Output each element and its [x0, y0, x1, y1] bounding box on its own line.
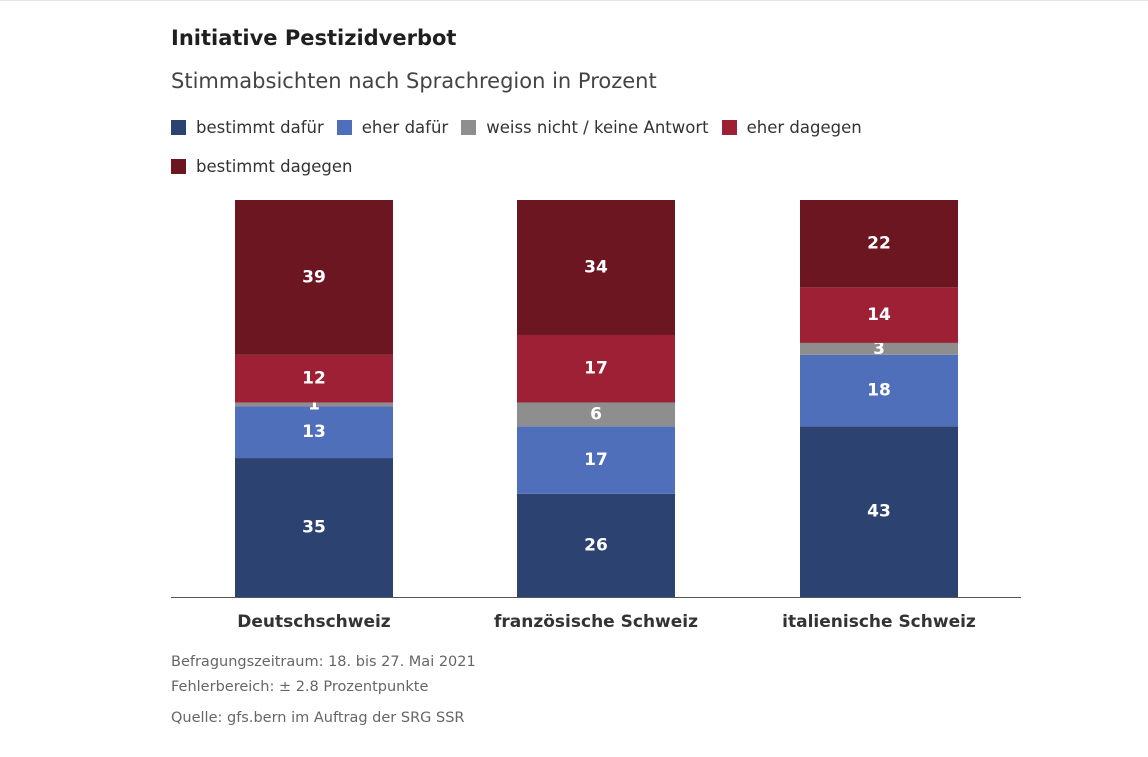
- legend-swatch: [171, 159, 186, 174]
- bar-segment: [800, 287, 958, 343]
- bar-segment: [517, 426, 675, 494]
- bar-segment: [517, 493, 675, 597]
- legend-label: eher dagegen: [746, 118, 862, 137]
- top-divider: [0, 0, 1148, 1]
- bar-segment: [800, 354, 958, 427]
- legend-swatch: [721, 120, 737, 135]
- data-label: 39: [302, 267, 326, 287]
- bar-segment: [517, 402, 675, 427]
- data-label: 34: [584, 257, 608, 277]
- footer-period: Befragungszeitraum: 18. bis 27. Mai 2021: [171, 654, 476, 670]
- data-label: 1: [308, 394, 320, 414]
- bar-segment: [517, 334, 675, 403]
- legend-swatch: [336, 120, 352, 135]
- category-label: Deutschschweiz: [237, 612, 391, 632]
- legend-swatch: [461, 120, 477, 135]
- legend: bestimmt dafür eher dafür weiss nicht / ke…: [171, 117, 891, 177]
- legend-label: bestimmt dafür: [196, 118, 324, 137]
- bar-segment: [235, 406, 393, 459]
- legend-label: bestimmt dagegen: [196, 157, 353, 176]
- footer-error: Fehlerbereich: ± 2.8 Prozentpunkte: [171, 679, 429, 695]
- bar-segment: [235, 458, 393, 597]
- category-label: französische Schweiz: [494, 612, 698, 632]
- data-label: 17: [584, 450, 608, 470]
- data-label: 35: [302, 518, 326, 538]
- legend-label: weiss nicht / keine Antwort: [486, 118, 709, 137]
- chart-subtitle: Stimmabsichten nach Sprachregion in Proz…: [171, 69, 657, 93]
- bar-segment: [800, 342, 958, 355]
- bar-segment: [235, 200, 393, 355]
- legend-item: eher dafür: [336, 117, 449, 138]
- legend-swatch: [171, 120, 186, 135]
- footer-source: Quelle: gfs.bern im Auftrag der SRG SSR: [171, 710, 465, 726]
- bar-segment: [800, 426, 958, 597]
- bar-segment: [235, 354, 393, 403]
- legend-item: bestimmt dagegen: [171, 156, 352, 177]
- legend-item: bestimmt dafür: [171, 117, 324, 138]
- data-label: 6: [590, 404, 602, 424]
- data-label: 18: [867, 381, 891, 401]
- bar-segment: [517, 200, 675, 335]
- data-label: 13: [302, 422, 326, 442]
- data-label: 14: [867, 305, 891, 325]
- legend-label: eher dafür: [361, 118, 449, 137]
- data-label: 22: [867, 234, 891, 254]
- data-label: 43: [867, 502, 891, 522]
- chart-title: Initiative Pestizidverbot: [171, 26, 457, 50]
- legend-item: eher dagegen: [721, 117, 862, 138]
- data-label: 12: [302, 369, 326, 389]
- category-label: italienische Schweiz: [782, 612, 976, 632]
- data-label: 17: [584, 359, 608, 379]
- bar-segment: [800, 200, 958, 288]
- data-label: 3: [873, 339, 885, 359]
- legend-item: weiss nicht / keine Antwort: [461, 117, 709, 138]
- bar-segment: [235, 402, 393, 407]
- data-label: 26: [584, 535, 608, 555]
